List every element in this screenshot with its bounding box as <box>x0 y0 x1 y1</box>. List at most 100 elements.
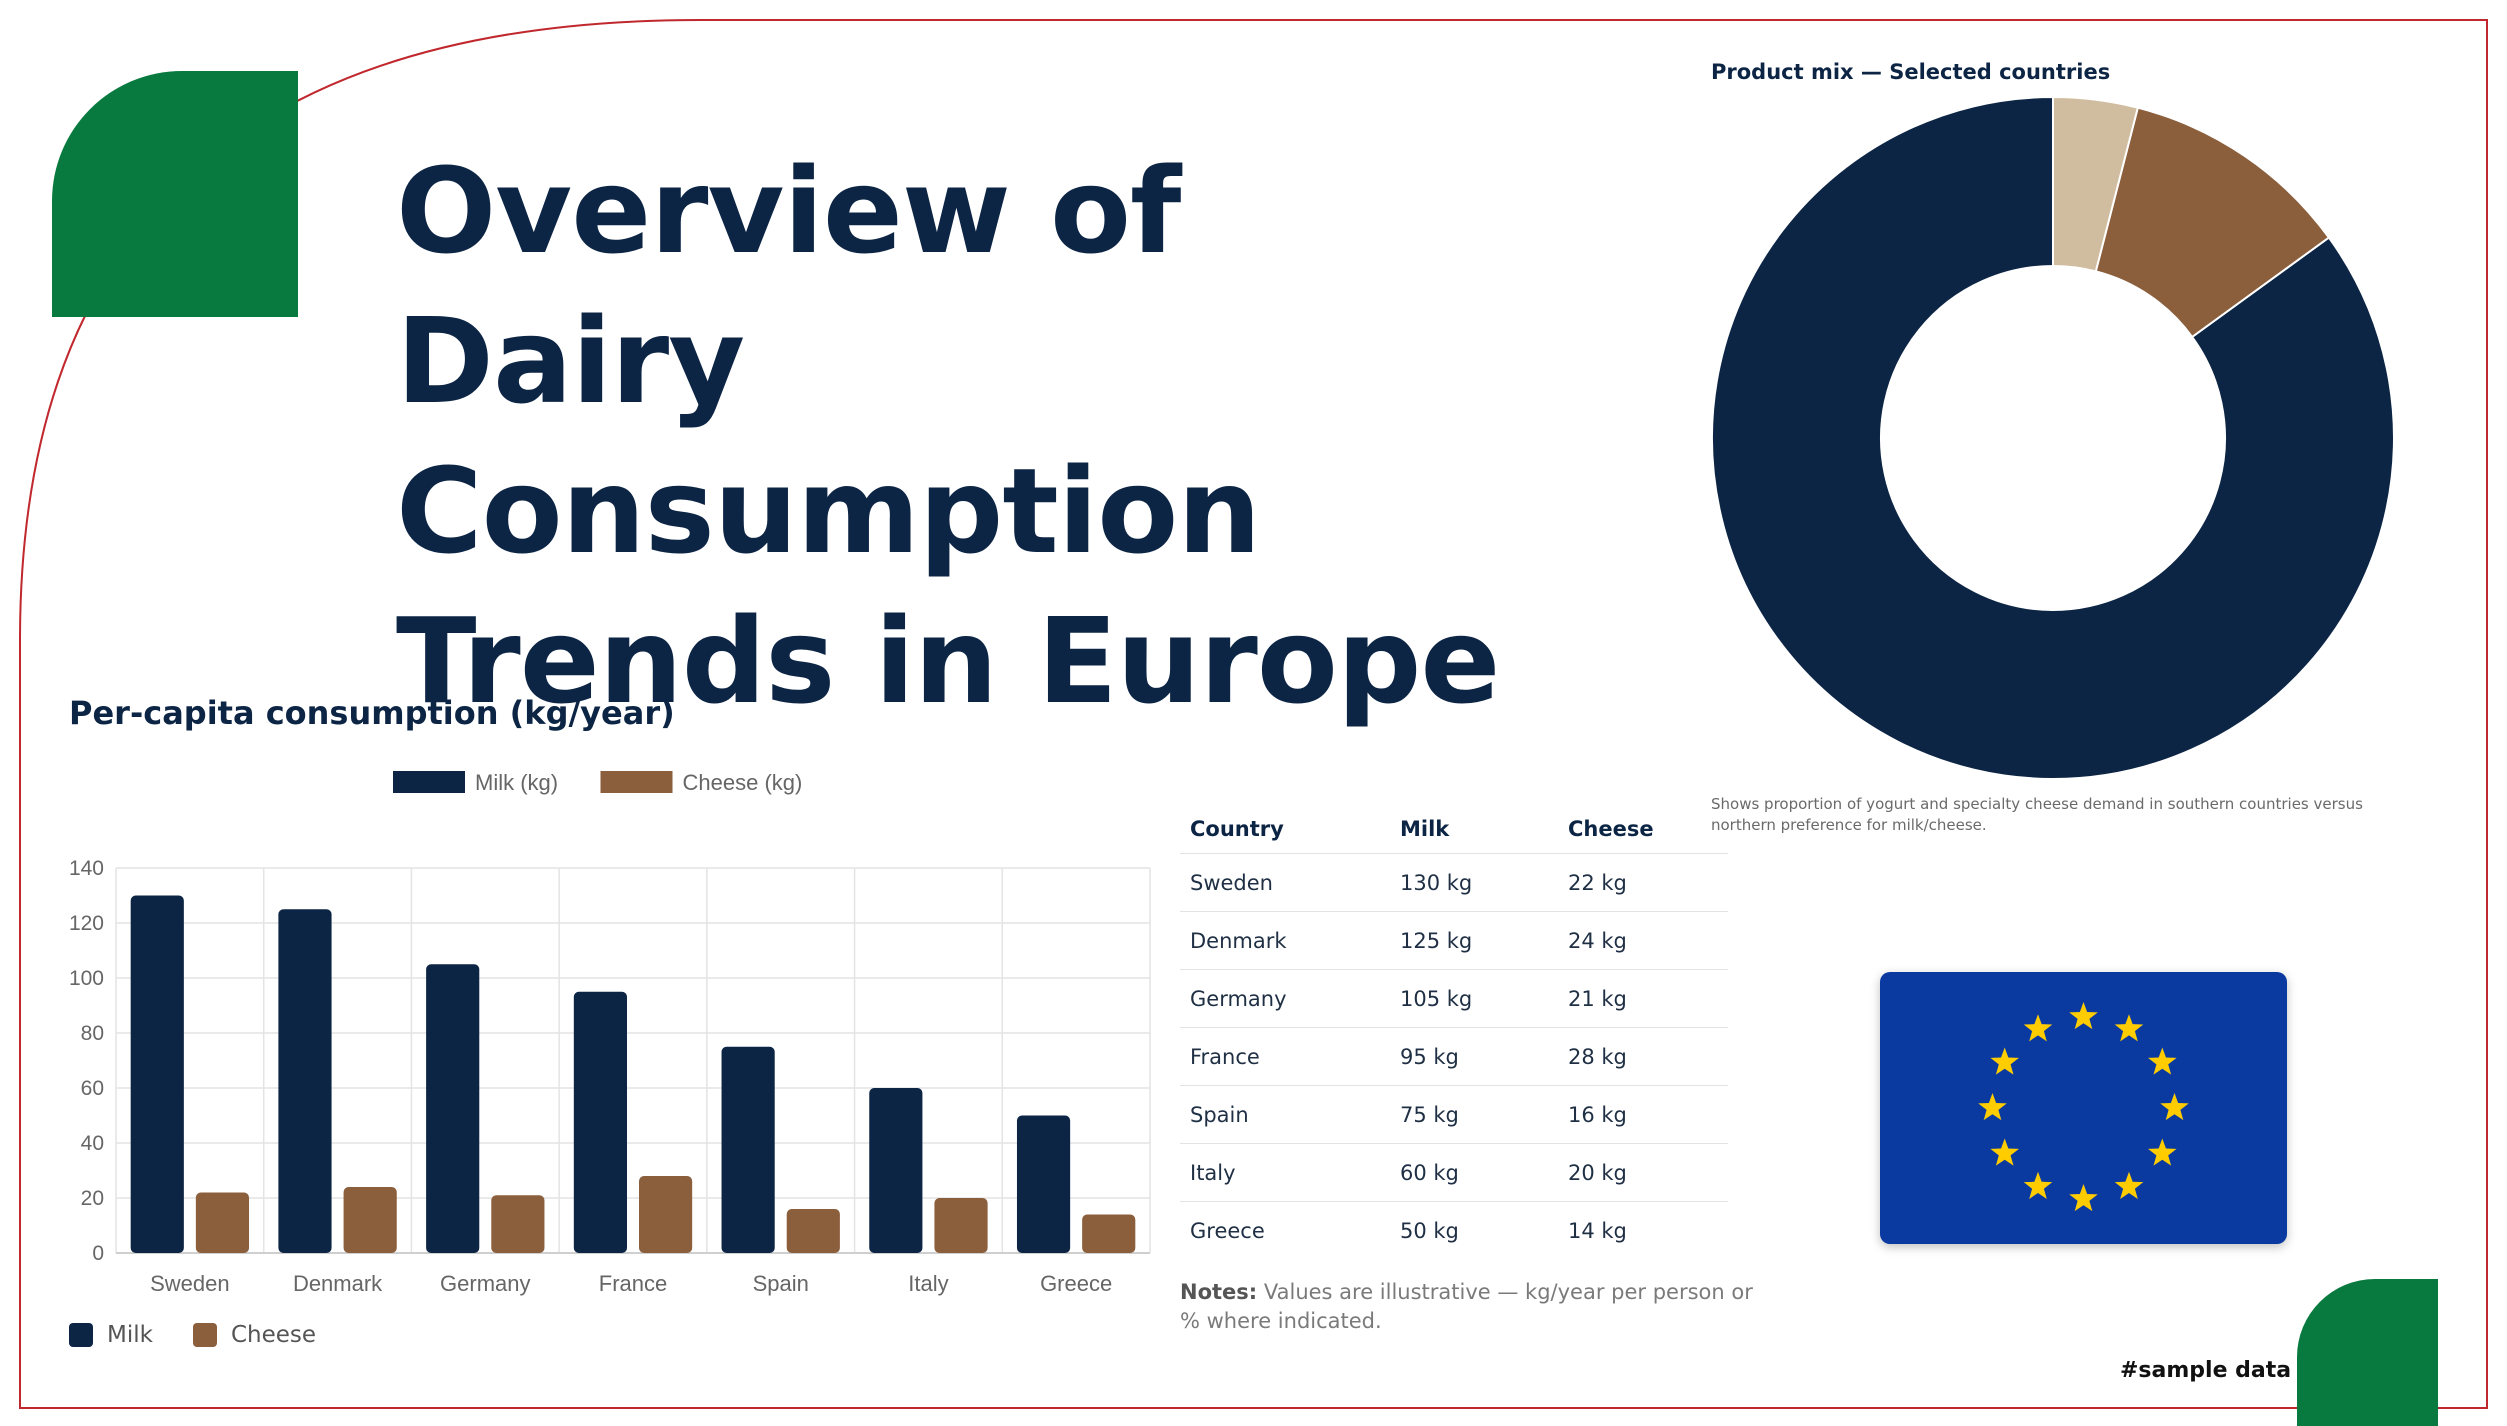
table-row: Sweden 130 kg 22 kg <box>1180 853 1728 912</box>
donut-chart-title: Product mix — Selected countries <box>1711 60 2111 84</box>
page-title-line-1: Overview of Dairy <box>396 142 1181 430</box>
table-row: France 95 kg 28 kg <box>1180 1027 1728 1086</box>
table-cell-milk: 75 kg <box>1390 1085 1558 1144</box>
y-tick-label: 100 <box>69 967 104 990</box>
table-cell-cheese: 16 kg <box>1558 1085 1728 1144</box>
bar-milk-greece <box>1016 1115 1071 1253</box>
table-cell-milk: 130 kg <box>1390 853 1558 912</box>
flag-star-icon <box>2114 1171 2144 1199</box>
flag-star-icon <box>2160 1093 2189 1121</box>
x-tick-label: Greece <box>1040 1271 1112 1296</box>
notes-label: Notes: <box>1180 1280 1258 1304</box>
table-cell-cheese: 20 kg <box>1558 1143 1728 1202</box>
donut-slice-major <box>1711 95 2396 780</box>
bar-chart: 0 20 40 60 80 100 120 140 Sweden Denmark Germany Fr… <box>69 770 1151 1296</box>
table-header-milk: Milk <box>1400 817 1450 841</box>
legend-label-milk: Milk <box>107 1322 153 1348</box>
green-leaf-decoration <box>52 71 298 317</box>
legend-item-cheese: Cheese <box>192 1322 317 1348</box>
flag-star-icon <box>1990 1138 2019 1166</box>
flag-star-icon <box>1978 1093 2007 1121</box>
page-title: Overview of Dairy Consumption Trends in … <box>396 136 1546 736</box>
flag-star-icon <box>2148 1138 2177 1166</box>
legend-swatch-milk <box>69 1323 93 1347</box>
sample-data-label: #sample data <box>2120 1358 2292 1383</box>
table-row: Germany 105 kg 21 kg <box>1180 969 1728 1028</box>
donut-chart <box>1711 95 2396 780</box>
x-tick-label: France <box>599 1271 667 1296</box>
x-tick-label: Spain <box>753 1271 809 1296</box>
top-legend: Milk (kg) Cheese (kg) <box>393 770 802 795</box>
page-title-line-2: Consumption <box>396 442 1261 580</box>
table-cell-country: Spain <box>1180 1085 1390 1144</box>
bar-cheese-sweden <box>195 1192 250 1253</box>
bar-cheese-denmark <box>343 1187 397 1253</box>
page-title-line-3: Trends in Europe <box>396 592 1500 730</box>
notes-text: Values are illustrative — kg/year per pe… <box>1180 1280 1753 1333</box>
table-header-country: Country <box>1190 817 1284 841</box>
x-tick-label: Italy <box>908 1271 948 1296</box>
legend-swatch-cheese <box>192 1323 217 1347</box>
donut-chart-note: Shows proportion of yogurt and specialty… <box>1711 795 2363 834</box>
donut-slice-mid <box>2094 106 2331 339</box>
table-row: Spain 75 kg 16 kg <box>1180 1085 1728 1144</box>
table-cell-milk: 105 kg <box>1390 969 1558 1028</box>
bar-milk-sweden <box>130 895 184 1253</box>
table-cell-cheese: 21 kg <box>1558 969 1728 1028</box>
table-cell-country: Denmark <box>1180 911 1390 970</box>
flag-star-icon <box>2069 1002 2098 1030</box>
table-cell-milk: 95 kg <box>1390 1027 1558 1086</box>
legend-swatch <box>600 771 673 793</box>
y-tick-label: 40 <box>81 1132 104 1155</box>
x-tick-label: Denmark <box>293 1271 383 1296</box>
table-header-cheese: Cheese <box>1568 817 1654 841</box>
table-cell-country: France <box>1180 1027 1390 1086</box>
donut-slice-minor <box>2052 95 2140 273</box>
legend-swatch <box>393 771 465 793</box>
table-cell-country: Greece <box>1180 1201 1390 1259</box>
flag-star-icon <box>2023 1014 2053 1042</box>
table-notes: Notes: Values are illustrative — kg/year… <box>1180 1278 1760 1336</box>
legend-label: Cheese (kg) <box>683 770 803 795</box>
y-tick-label: 20 <box>81 1187 104 1210</box>
y-tick-label: 60 <box>81 1077 104 1100</box>
y-tick-label: 0 <box>92 1242 104 1265</box>
bar-milk-france <box>573 991 627 1253</box>
y-tick-label: 140 <box>69 857 104 880</box>
bar-cheese-france <box>639 1176 693 1253</box>
table-cell-cheese: 24 kg <box>1558 911 1728 970</box>
table-cell-milk: 50 kg <box>1390 1201 1558 1259</box>
table-cell-country: Italy <box>1180 1143 1390 1202</box>
eu-flag-stars <box>1978 1002 2189 1212</box>
table-cell-cheese: 28 kg <box>1558 1027 1728 1086</box>
y-tick-label: 80 <box>81 1022 104 1045</box>
table-row: Greece 50 kg 14 kg <box>1180 1201 1728 1259</box>
bar-milk-italy <box>869 1088 923 1253</box>
table-cell-milk: 125 kg <box>1390 911 1558 970</box>
table-cell-cheese: 14 kg <box>1558 1201 1728 1259</box>
table-cell-cheese: 22 kg <box>1558 853 1728 912</box>
bar-chart-title: Per-capita consumption (kg/year) <box>69 694 675 732</box>
bar-cheese-greece <box>1082 1214 1136 1253</box>
eu-flag-icon <box>1880 972 2287 1244</box>
bar-cheese-spain <box>786 1209 840 1253</box>
legend-item-milk: Milk <box>69 1322 153 1348</box>
flag-star-icon <box>2114 1014 2144 1042</box>
x-tick-label: Sweden <box>150 1271 230 1296</box>
table-cell-country: Sweden <box>1180 853 1390 912</box>
legend-label: Milk (kg) <box>475 770 558 795</box>
x-tick-label: Germany <box>440 1271 530 1296</box>
y-tick-label: 120 <box>69 912 104 935</box>
consumption-table: Country Milk Cheese Sweden 130 kg 22 kg … <box>1180 805 1728 1259</box>
flag-star-icon <box>1990 1047 2019 1075</box>
table-header-row: Country Milk Cheese <box>1180 805 1728 854</box>
bar-cheese-germany <box>491 1195 545 1253</box>
bottom-legend: Milk Cheese <box>69 1322 356 1348</box>
flag-star-icon <box>2148 1047 2177 1075</box>
bar-milk-spain <box>721 1046 775 1253</box>
table-row: Denmark 125 kg 24 kg <box>1180 911 1728 970</box>
flag-star-icon <box>2023 1171 2053 1199</box>
legend-label-cheese: Cheese <box>230 1322 317 1348</box>
green-leaf-decoration-bottom <box>2297 1279 2438 1426</box>
table-cell-milk: 60 kg <box>1390 1143 1558 1202</box>
